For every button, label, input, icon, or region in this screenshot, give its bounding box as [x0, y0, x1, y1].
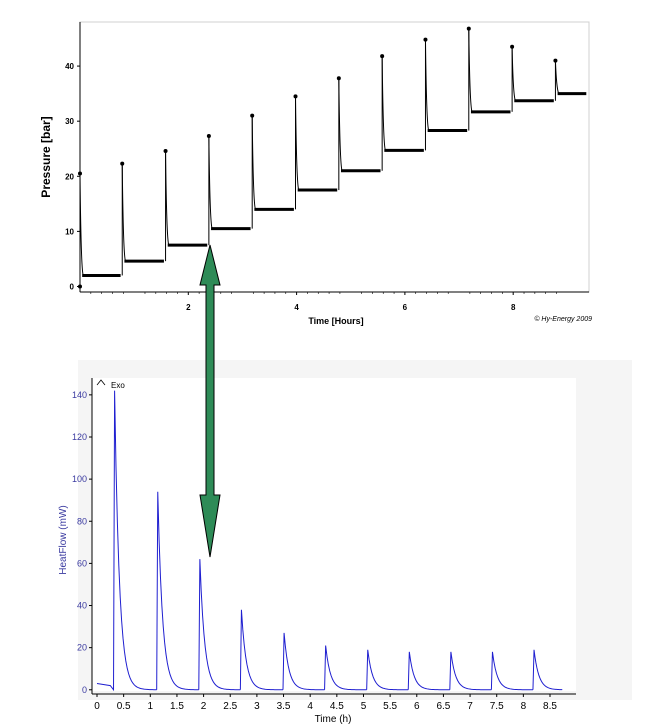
pressure-x-tick-label: 6 [403, 303, 408, 312]
pressure-drop [121, 163, 126, 262]
pressure-drop [424, 39, 430, 131]
heatflow-x-tick-label: 8.5 [543, 701, 557, 712]
pressure-y-tick-label: 40 [65, 62, 74, 71]
heatflow-y-tick-label: 80 [77, 516, 87, 526]
heatflow-y-tick-label: 0 [82, 685, 87, 695]
pressure-y-tick-label: 20 [65, 172, 74, 181]
heatflow-x-tick-label: 7.5 [490, 701, 504, 712]
pressure-x-ticks: 2 4 6 8 [90, 292, 557, 312]
heatflow-series-line [96, 390, 563, 692]
pressure-y-tick-label: 30 [65, 117, 74, 126]
pressure-drop [338, 78, 343, 171]
pressure-drop [208, 136, 213, 229]
heatflow-x-tick-label: 4 [307, 701, 313, 712]
heatflow-y-tick-label: 40 [77, 601, 87, 611]
heatflow-x-tick-label: 5.5 [383, 701, 397, 712]
heatflow-x-tick-label: 6 [414, 701, 420, 712]
exo-label: Exo [111, 381, 125, 390]
heatflow-x-tick-label: 3 [254, 701, 260, 712]
exo-arrow-icon [96, 379, 106, 386]
heatflow-y-tick-label: 60 [77, 558, 87, 568]
heatflow-y-tick-label: 120 [72, 432, 87, 442]
pressure-start-point [78, 284, 82, 289]
heatflow-x-tick-label: 0.5 [117, 701, 131, 712]
pressure-chart: 0 10 20 30 40 2 4 6 8 Time [Hours] Pressure [ba… [39, 21, 592, 326]
pressure-plot-area [79, 21, 590, 293]
pressure-drop [295, 96, 300, 191]
heatflow-x-tick-label: 2.5 [223, 701, 237, 712]
heatflow-x-tick-label: 2 [201, 701, 207, 712]
pressure-y-tick-label: 0 [70, 282, 75, 291]
heatflow-chart: 0 20 40 60 80 100 120 140 0 0.5 1 1.5 2 2.5 3 3.5 4 4.5 5… [58, 360, 632, 725]
heatflow-y-tick-label: 20 [77, 643, 87, 653]
heatflow-y-tick-label: 140 [72, 390, 87, 400]
pressure-drop [79, 173, 84, 276]
pressure-y-tick-label: 10 [65, 227, 74, 236]
copyright-credit: © Hy-Energy 2009 [534, 315, 592, 323]
pressure-drop [251, 115, 256, 210]
pressure-x-tick-label: 8 [511, 303, 516, 312]
heatflow-plot-area [92, 378, 576, 691]
heatflow-x-tick-label: 0 [94, 701, 100, 712]
pressure-drop [381, 56, 386, 151]
heatflow-y-tick-label: 100 [72, 474, 87, 484]
heatflow-x-tick-label: 7 [467, 701, 473, 712]
heatflow-x-tick-label: 8 [521, 701, 527, 712]
pressure-series [78, 26, 587, 289]
heatflow-x-tick-label: 1.5 [170, 701, 184, 712]
heatflow-x-ticks: 0 0.5 1 1.5 2 2.5 3 3.5 4 4.5 5 5.5 6 6.5 7 7.5 8 8.5 [94, 694, 557, 712]
heatflow-y-ticks: 0 20 40 60 80 100 120 140 [72, 390, 92, 695]
heatflow-x-tick-label: 3.5 [277, 701, 291, 712]
pressure-drop [165, 150, 170, 246]
heatflow-x-label: Time (h) [315, 714, 352, 725]
heatflow-x-tick-label: 6.5 [436, 701, 450, 712]
pressure-x-label: Time [Hours] [308, 316, 363, 326]
pressure-x-tick-label: 4 [294, 303, 299, 312]
double-arrow-icon [199, 244, 221, 558]
pressure-drop [468, 28, 473, 113]
heatflow-x-tick-label: 5 [361, 701, 367, 712]
pressure-x-tick-label: 2 [186, 303, 191, 312]
pressure-y-label: Pressure [bar] [39, 116, 53, 197]
pressure-y-ticks: 0 10 20 30 40 [65, 62, 80, 291]
heatflow-x-tick-label: 1 [148, 701, 154, 712]
heatflow-x-tick-label: 4.5 [330, 701, 344, 712]
heatflow-y-label: HeatFlow (mW) [58, 505, 69, 574]
